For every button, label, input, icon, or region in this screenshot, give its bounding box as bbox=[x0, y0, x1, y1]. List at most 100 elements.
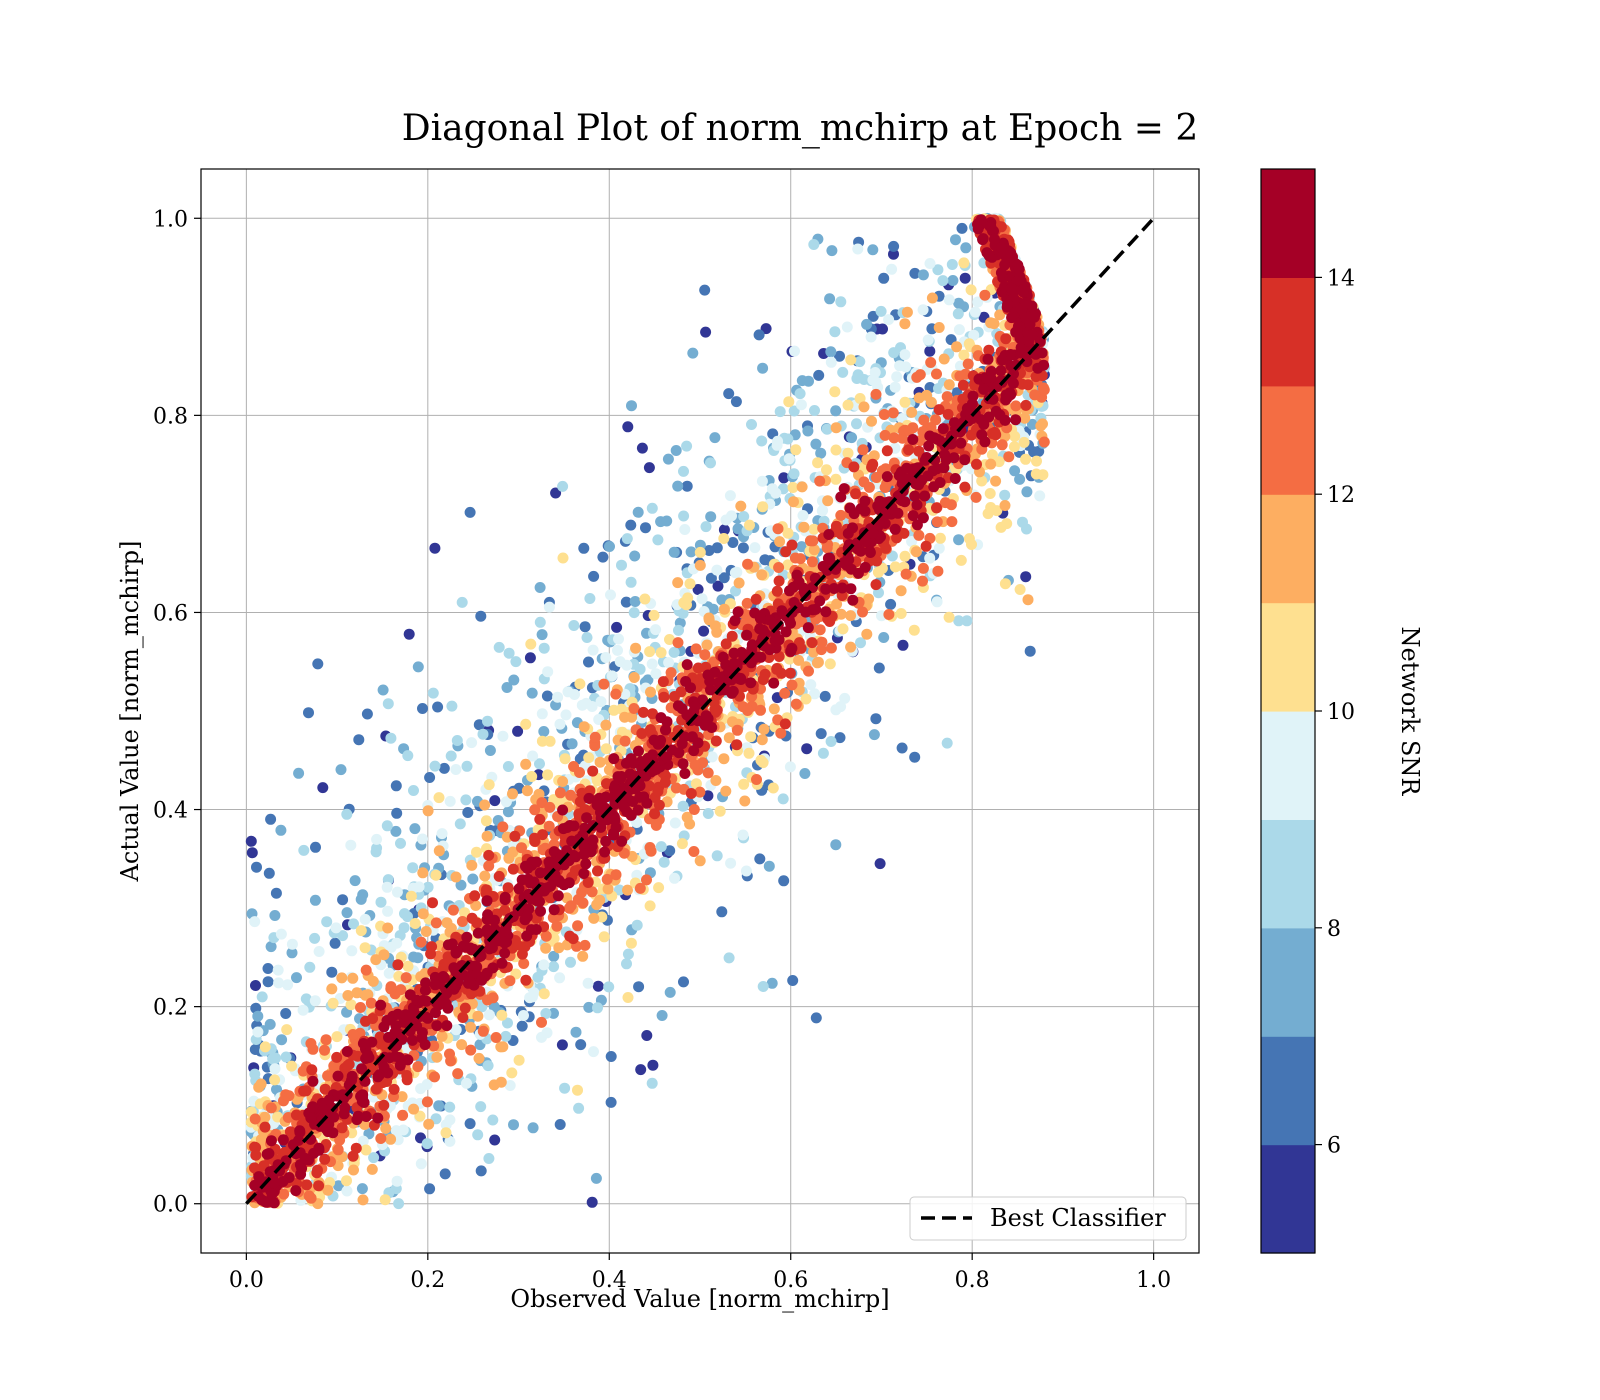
scatter-point bbox=[700, 326, 712, 338]
scatter-point bbox=[861, 318, 873, 330]
scatter-point bbox=[646, 502, 658, 514]
scatter-point bbox=[942, 408, 954, 420]
scatter-point bbox=[495, 1041, 507, 1053]
scatter-point bbox=[507, 863, 519, 875]
scatter-point bbox=[480, 815, 492, 827]
scatter-point bbox=[538, 988, 550, 1000]
scatter-point bbox=[459, 907, 471, 919]
scatter-point bbox=[886, 263, 898, 275]
scatter-point bbox=[799, 768, 811, 779]
scatter-point bbox=[450, 1024, 462, 1036]
scatter-point bbox=[297, 1004, 309, 1016]
scatter-point bbox=[628, 672, 640, 683]
scatter-point bbox=[718, 533, 730, 544]
scatter-point bbox=[612, 644, 623, 656]
scatter-point bbox=[690, 778, 702, 790]
scatter-point bbox=[688, 745, 700, 757]
scatter-point bbox=[723, 952, 735, 964]
scatter-point bbox=[516, 1020, 528, 1032]
scatter-point bbox=[757, 757, 769, 769]
scatter-point bbox=[659, 776, 671, 788]
scatter-point bbox=[578, 542, 590, 554]
scatter-point bbox=[756, 435, 768, 447]
scatter-point bbox=[506, 1067, 518, 1079]
scatter-point bbox=[542, 769, 554, 781]
scatter-point bbox=[564, 930, 576, 942]
scatter-point bbox=[724, 490, 736, 502]
scatter-point bbox=[815, 728, 827, 740]
scatter-point bbox=[679, 524, 691, 535]
scatter-point bbox=[810, 438, 822, 450]
scatter-point bbox=[429, 1071, 440, 1083]
scatter-point bbox=[262, 963, 274, 974]
scatter-point bbox=[572, 920, 584, 932]
scatter-point bbox=[503, 852, 515, 864]
scatter-point bbox=[610, 688, 622, 700]
scatter-point bbox=[901, 306, 913, 318]
scatter-point bbox=[319, 1153, 331, 1165]
scatter-point bbox=[264, 1018, 276, 1030]
scatter-point bbox=[270, 887, 282, 899]
scatter-point bbox=[332, 1070, 344, 1082]
scatter-point bbox=[943, 379, 955, 391]
scatter-point bbox=[641, 874, 652, 886]
scatter-point bbox=[407, 862, 419, 874]
scatter-point bbox=[608, 829, 619, 841]
scatter-point bbox=[600, 791, 612, 803]
scatter-point bbox=[256, 991, 268, 1003]
scatter-point bbox=[662, 453, 674, 465]
scatter-point bbox=[918, 414, 930, 426]
scatter-point bbox=[527, 750, 539, 762]
scatter-point bbox=[472, 1129, 484, 1141]
scatter-point bbox=[305, 1192, 317, 1204]
scatter-point bbox=[366, 1036, 378, 1048]
scatter-point bbox=[592, 865, 603, 877]
scatter-point bbox=[381, 881, 393, 893]
scatter-point bbox=[265, 941, 277, 953]
scatter-point bbox=[501, 682, 513, 693]
scatter-point bbox=[773, 575, 785, 587]
scatter-point bbox=[500, 1030, 512, 1042]
scatter-point bbox=[1001, 518, 1013, 530]
scatter-point bbox=[684, 578, 696, 590]
scatter-point bbox=[465, 1044, 477, 1056]
scatter-point bbox=[346, 945, 358, 957]
scatter-point bbox=[489, 795, 501, 807]
scatter-point bbox=[712, 580, 724, 592]
scatter-point bbox=[536, 708, 548, 720]
scatter-point bbox=[375, 1133, 387, 1144]
scatter-point bbox=[550, 487, 562, 499]
scatter-point bbox=[774, 536, 786, 548]
scatter-point bbox=[579, 621, 591, 633]
scatter-point bbox=[385, 1133, 397, 1145]
scatter-point bbox=[745, 677, 757, 689]
scatter-point bbox=[1033, 445, 1045, 457]
scatter-point bbox=[253, 1081, 265, 1093]
scatter-point bbox=[870, 472, 882, 483]
scatter-point bbox=[626, 711, 638, 723]
scatter-point bbox=[368, 1152, 380, 1164]
scatter-point bbox=[797, 510, 809, 521]
scatter-point bbox=[360, 964, 372, 976]
scatter-point bbox=[917, 562, 929, 574]
scatter-point bbox=[487, 992, 499, 1004]
scatter-point bbox=[934, 477, 946, 488]
scatter-point bbox=[552, 890, 564, 902]
scatter-point bbox=[958, 257, 970, 269]
scatter-point bbox=[270, 1052, 281, 1064]
scatter-point bbox=[437, 971, 449, 982]
scatter-point bbox=[577, 897, 589, 909]
scatter-point bbox=[379, 1194, 391, 1206]
scatter-point bbox=[678, 465, 689, 477]
scatter-point bbox=[525, 638, 537, 650]
scatter-point bbox=[757, 501, 769, 513]
scatter-point bbox=[540, 930, 552, 942]
scatter-point bbox=[355, 925, 367, 937]
scatter-point bbox=[900, 568, 912, 580]
scatter-point bbox=[444, 795, 456, 807]
scatter-point bbox=[421, 1096, 433, 1108]
scatter-point bbox=[605, 589, 616, 601]
scatter-point bbox=[395, 984, 407, 996]
scatter-point bbox=[602, 883, 614, 895]
scatter-point bbox=[788, 405, 800, 417]
